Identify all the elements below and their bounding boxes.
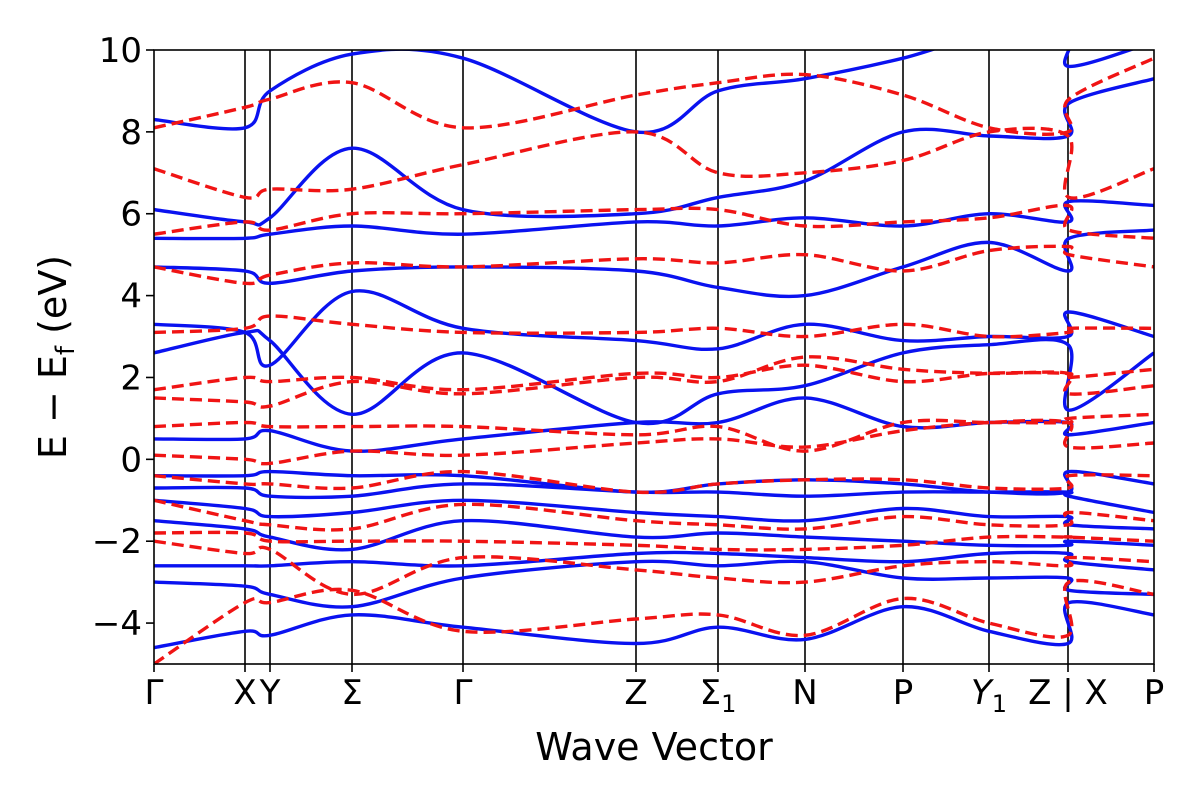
dashed-band-14 [154, 578, 1154, 664]
x-tick-label: X [233, 673, 256, 713]
x-tick-label: Y1 [971, 673, 1007, 718]
y-tick-label: 4 [120, 277, 142, 317]
x-tick-label: Γ [145, 673, 164, 713]
dashed-band-21 [154, 355, 1154, 409]
x-tick-label: P [893, 673, 914, 713]
dashed-band-20 [154, 412, 1154, 453]
x-axis-title: Wave Vector [535, 725, 773, 769]
dashed-band-27 [154, 56, 1154, 136]
x-tick-label: N [792, 673, 817, 713]
x-axis-ticks: Γ X Y Σ Γ Z Σ1 N P Y1 Z | X P [145, 664, 1165, 718]
y-tick-label: 0 [120, 440, 142, 480]
solid-band-13 [154, 50, 1135, 135]
plot-frame [153, 49, 1155, 665]
x-tick-label: Z [624, 673, 647, 713]
solid-band-10 [154, 228, 1154, 299]
x-tick-label: P [1144, 673, 1165, 713]
x-tick-label: Γ [454, 673, 473, 713]
solid-band-1 [154, 559, 1154, 609]
y-tick-label: 10 [99, 31, 142, 71]
solid-band-0 [154, 600, 1154, 650]
solid-band-3 [154, 518, 1154, 552]
dashed-band-19 [154, 418, 1154, 466]
dashed-band-26 [154, 126, 1154, 200]
x-tick-label: Σ [341, 673, 362, 713]
y-tick-label: −2 [92, 522, 142, 562]
y-tick-label: −4 [92, 604, 142, 644]
solid-band-7 [154, 396, 1154, 453]
y-tick-label: 6 [120, 195, 142, 235]
dashed-band-16 [154, 530, 1154, 552]
solid-band-9 [154, 289, 1154, 368]
solid-band-12 [154, 77, 1154, 227]
dashed-band-24 [154, 244, 1154, 286]
dashed-band-15 [154, 539, 1154, 597]
x-tick-label: Y [259, 673, 281, 713]
y-axis-ticks: −4 −2 0 2 4 6 8 10 [92, 31, 154, 644]
y-tick-label: 2 [120, 358, 142, 398]
y-axis-title: E − Ef (eV) [31, 255, 81, 459]
solid-band-2 [154, 550, 1154, 572]
solid-band-4 [154, 498, 1154, 531]
dashed-band-23 [154, 314, 1154, 339]
dashed-band-25 [154, 203, 1154, 240]
x-tick-label: Z | X [1028, 673, 1108, 713]
solid-band-6 [154, 469, 1154, 496]
solid-band-11 [154, 199, 1154, 241]
y-tick-label: 8 [120, 113, 142, 153]
x-tick-label: Σ1 [700, 673, 737, 718]
band-lines [154, 50, 1154, 664]
